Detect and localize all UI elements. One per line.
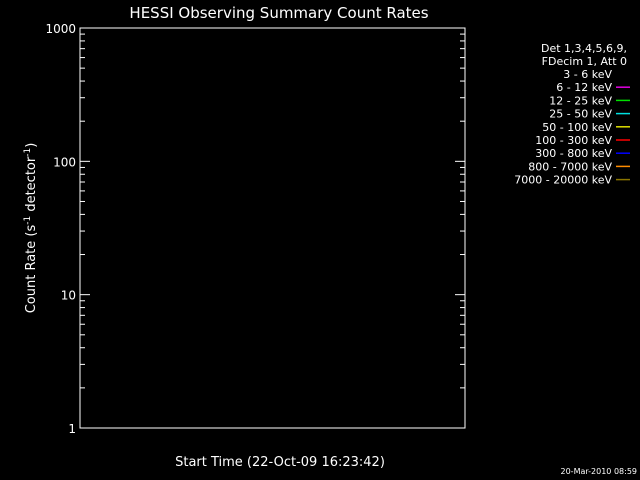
y-axis-label-sup1: -1 xyxy=(23,216,33,225)
legend-label-4: 50 - 100 keV xyxy=(542,121,612,134)
y-tick-label-3: 1000 xyxy=(45,22,76,36)
y-axis-label-mid: detector xyxy=(24,156,39,216)
y-tick-label-2: 100 xyxy=(53,155,76,169)
y-axis-label-sup2: -1 xyxy=(23,148,33,157)
plot-frame xyxy=(79,27,466,429)
y-axis-label-end: ) xyxy=(24,143,39,148)
y-axis: 1 10 100 1000 xyxy=(45,22,465,436)
legend-label-1: 6 - 12 keV xyxy=(556,81,612,94)
y-tick-label-1: 10 xyxy=(61,289,76,303)
y-axis-label-main: Count Rate (s xyxy=(24,225,39,314)
plot-border xyxy=(79,27,466,429)
x-axis-label: Start Time (22-Oct-09 16:23:42) xyxy=(175,455,385,470)
chart-title: HESSI Observing Summary Count Rates xyxy=(129,4,428,22)
legend: Det 1,3,4,5,6,9,FDecim 1, Att 03 - 6 keV… xyxy=(514,42,630,187)
legend-label-3: 25 - 50 keV xyxy=(549,108,612,121)
legend-header-0: Det 1,3,4,5,6,9, xyxy=(541,42,627,55)
legend-label-2: 12 - 25 keV xyxy=(549,94,612,107)
legend-label-0: 3 - 6 keV xyxy=(563,68,612,81)
legend-label-5: 100 - 300 keV xyxy=(535,134,612,147)
timestamp: 20-Mar-2010 08:59 xyxy=(561,467,638,476)
legend-label-6: 300 - 800 keV xyxy=(535,147,612,160)
y-tick-label-0: 1 xyxy=(68,422,76,436)
legend-header-1: FDecim 1, Att 0 xyxy=(542,55,627,68)
y-axis-label: Count Rate (s-1 detector-1) xyxy=(23,143,39,314)
legend-label-7: 800 - 7000 keV xyxy=(528,160,612,173)
legend-label-8: 7000 - 20000 keV xyxy=(514,174,612,187)
